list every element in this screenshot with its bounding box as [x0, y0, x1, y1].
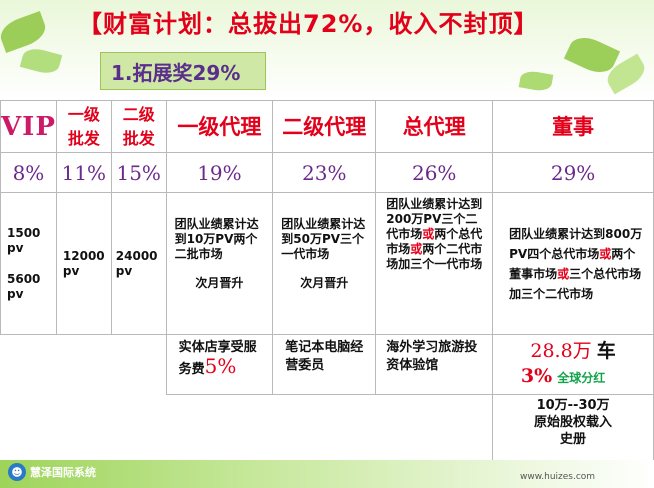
header-wholesale-2: 二级批发	[110, 100, 167, 153]
empty-cell	[376, 395, 493, 465]
empty-cell	[1, 395, 57, 465]
header-agent-2: 二级代理	[272, 100, 377, 153]
requirement-agent-1-promotion: 次月晋升	[195, 276, 244, 290]
reward-director-car-amount: 28.8万	[530, 340, 592, 362]
empty-cell	[1, 335, 57, 395]
requirement-vip-b: 5600 pv	[7, 271, 41, 301]
requirement-agent-2: 团队业绩累计达到50万PV三个一代市场 次月晋升	[272, 192, 377, 335]
page-title: 【财富计划：总拔出72%，收入不封顶】	[78, 10, 539, 38]
percent-agent-2: 23%	[272, 152, 377, 193]
empty-cell	[56, 395, 111, 465]
empty-cell	[273, 395, 376, 465]
requirement-director: 团队业绩累计达到800万PV四个总代市场或两个董事市场或三个总代市场加三个二代市…	[492, 192, 654, 335]
footer-logo: ☻ 慧泽国际系统	[8, 463, 96, 481]
reward-director-equity-text: 10万--30万原始股权载入史册	[534, 398, 613, 447]
requirement-wholesale-2-text: 24000 pv	[115, 248, 158, 278]
reward-director: 28.8万 车 3% 全球分红	[492, 334, 654, 395]
percent-general-agent: 26%	[375, 152, 494, 193]
requirement-director-p1: 团队业绩累计达到800万PV四个总代市场	[509, 226, 643, 261]
percent-wholesale-1: 11%	[55, 152, 112, 193]
empty-cell	[56, 335, 111, 395]
or-label: 或	[410, 242, 423, 256]
requirement-agent-1: 团队业绩累计达到10万PV两个二批市场 次月晋升	[165, 192, 274, 335]
requirement-agent-2-promotion: 次月晋升	[300, 276, 349, 290]
section-subtitle: 1.拓展奖29%	[100, 52, 266, 90]
percent-director: 29%	[492, 152, 654, 193]
requirement-vip: 1500 pv 5600 pv	[0, 192, 57, 335]
header-director: 董事	[492, 100, 654, 153]
percent-wholesale-2: 15%	[110, 152, 167, 193]
percent-vip: 8%	[0, 152, 57, 193]
or-label: 或	[557, 266, 570, 281]
header-general-agent: 总代理	[375, 100, 494, 153]
reward-agent-1-percent: 5%	[204, 354, 237, 378]
requirement-general-agent: 团队业绩累计达到200万PV三个二代市场或两个总代市场或两个二代市场加三个一代市…	[375, 192, 494, 335]
percent-agent-1: 19%	[165, 152, 274, 193]
header-wholesale-1: 一级批发	[55, 100, 112, 153]
empty-cell	[111, 335, 166, 395]
reward-agent-1: 实体店享受服务费5%	[165, 334, 274, 395]
requirement-general-p3: 两个二代市场加三个一代市场	[386, 242, 483, 271]
requirement-director-p3: 三个总代市场加三个二代市场	[509, 266, 642, 301]
empty-cell	[166, 395, 273, 465]
reward-agent-1-text: 实体店享受服务费	[178, 340, 257, 377]
reward-agent-2: 笔记本电脑经营委员	[272, 334, 377, 395]
reward-director-equity: 10万--30万原始股权载入史册	[492, 394, 654, 465]
reward-general-agent-text: 海外学习旅游投资体验馆	[386, 340, 478, 373]
reward-general-agent: 海外学习旅游投资体验馆	[375, 334, 494, 395]
requirement-vip-a: 1500 pv	[7, 225, 41, 255]
person-icon: ☻	[8, 463, 26, 481]
reward-agent-2-text: 笔记本电脑经营委员	[285, 340, 364, 373]
reward-director-dividend-percent: 3%	[520, 365, 553, 387]
header-agent-1: 一级代理	[165, 100, 274, 153]
requirement-wholesale-1-text: 12000 pv	[62, 248, 105, 278]
plan-table: VIP 一级批发 二级批发 一级代理 二级代理 总代理 董事 8% 11% 15…	[0, 100, 654, 465]
requirement-wholesale-1: 12000 pv	[55, 192, 112, 335]
requirement-wholesale-2: 24000 pv	[110, 192, 167, 335]
or-label: 或	[422, 227, 435, 241]
requirement-director-p2: 两个董事市场	[509, 246, 636, 281]
requirement-general-p1: 团队业绩累计达到200万PV三个二代市场	[386, 197, 483, 241]
or-label: 或	[599, 246, 612, 261]
requirement-agent-2-text: 团队业绩累计达到50万PV三个一代市场	[281, 217, 366, 261]
requirement-general-p2: 两个总代市场	[386, 227, 483, 256]
header-vip: VIP	[0, 100, 57, 153]
footer-url: www.huizes.com	[520, 472, 596, 482]
footer-bar	[0, 460, 654, 488]
reward-director-car-label: 车	[596, 340, 616, 362]
footer-company: 慧泽国际系统	[30, 466, 96, 479]
reward-director-dividend-label: 全球分红	[557, 371, 606, 385]
empty-cell	[111, 395, 166, 465]
requirement-agent-1-text: 团队业绩累计达到10万PV两个二批市场	[174, 217, 259, 261]
